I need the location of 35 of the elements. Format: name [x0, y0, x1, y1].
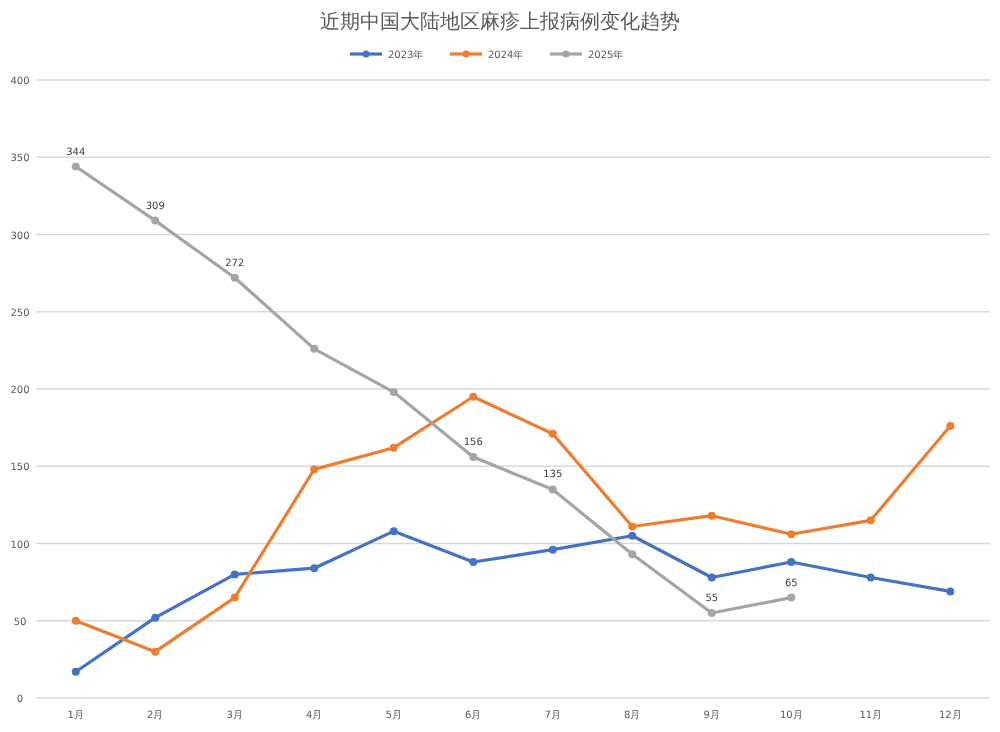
point: [230, 273, 239, 282]
point: [230, 593, 239, 602]
point: [151, 647, 160, 656]
point: [548, 429, 557, 438]
point: [310, 465, 319, 474]
point: [548, 545, 557, 554]
point: [548, 485, 557, 494]
point: [389, 443, 398, 452]
point: [707, 573, 716, 582]
point: [469, 392, 478, 401]
point: [628, 550, 637, 559]
point: [310, 564, 319, 573]
point: [389, 527, 398, 536]
point: [707, 609, 716, 618]
point: [866, 516, 875, 525]
chart-title: 近期中国大陆地区麻疹上报病例变化趋势: [320, 10, 680, 34]
point: [787, 593, 796, 602]
point: [71, 667, 80, 676]
point: [310, 344, 319, 353]
point: [946, 587, 955, 596]
point: [628, 522, 637, 531]
point: [151, 613, 160, 622]
point: [946, 422, 955, 431]
point: [866, 573, 875, 582]
point: [787, 530, 796, 539]
point: [71, 162, 80, 171]
point: [469, 558, 478, 567]
point: [151, 216, 160, 225]
point: [230, 570, 239, 579]
point: [787, 558, 796, 567]
point: [707, 511, 716, 520]
point: [389, 388, 398, 397]
point: [469, 452, 478, 461]
point: [628, 531, 637, 540]
point: [71, 616, 80, 625]
